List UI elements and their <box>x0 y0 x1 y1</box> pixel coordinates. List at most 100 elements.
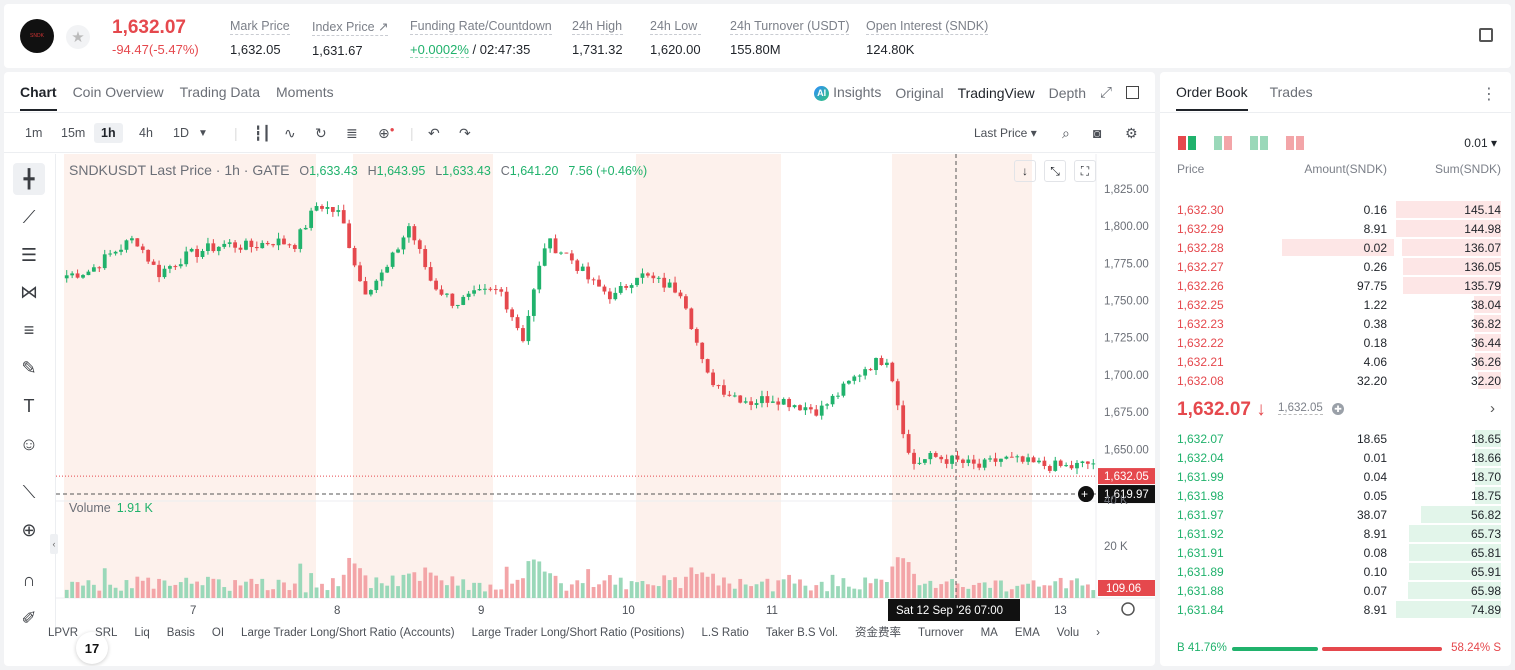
pencil-icon[interactable]: ✐ <box>21 607 37 628</box>
favorite-star-icon[interactable]: ★ <box>66 25 90 49</box>
tab-coin-overview[interactable]: Coin Overview <box>72 84 164 100</box>
ask-row[interactable]: 1,632.22 0.18 36.44 <box>1160 333 1511 352</box>
collapse-toolbar-chevron-icon[interactable]: ‹ <box>50 534 58 554</box>
indicator-item[interactable]: Taker B.S Vol. <box>765 627 838 639</box>
bid-row[interactable]: 1,632.04 0.01 18.66 <box>1160 448 1511 467</box>
tab-moments[interactable]: Moments <box>276 84 334 100</box>
timeframe-1h[interactable]: 1h <box>94 123 123 143</box>
bid-row[interactable]: 1,631.97 38.07 56.82 <box>1160 505 1511 524</box>
camera-icon[interactable]: ◙ <box>1093 125 1102 141</box>
ask-row[interactable]: 1,632.21 4.06 36.26 <box>1160 352 1511 371</box>
timeframe-4h[interactable]: 4h <box>139 126 153 140</box>
bid-row[interactable]: 1,631.88 0.07 65.98 <box>1160 581 1511 600</box>
collapse-icon[interactable]: ⤡ <box>1044 160 1066 182</box>
view-asks-icon[interactable] <box>1286 136 1304 150</box>
bid-row[interactable]: 1,631.91 0.08 65.81 <box>1160 543 1511 562</box>
ruler-icon[interactable]: ⟍ <box>22 481 36 502</box>
parallel-lines-icon[interactable]: ☰ <box>20 244 38 265</box>
indicator-item[interactable]: MA <box>980 627 998 639</box>
ask-row[interactable]: 1,632.23 0.38 36.82 <box>1160 314 1511 333</box>
tab-original[interactable]: Original <box>895 84 944 101</box>
tab-chart[interactable]: Chart <box>20 84 57 111</box>
window-icon[interactable] <box>1126 86 1139 99</box>
indicator-item[interactable]: L.S Ratio <box>701 627 749 639</box>
view-bids-icon[interactable] <box>1250 136 1268 150</box>
indicator-item[interactable]: Large Trader Long/Short Ratio (Accounts) <box>241 627 455 639</box>
fibonacci-icon[interactable]: ≡ <box>23 319 35 340</box>
brush-icon[interactable]: ✎ <box>21 357 37 378</box>
expand-icon[interactable]: ⤢ <box>1099 84 1112 101</box>
stat-open-interest[interactable]: Open Interest (SNDK) 124.80K <box>866 19 989 57</box>
order-price: 1,632.30 <box>1177 203 1224 217</box>
candle-type-icon[interactable]: ┇┃ <box>254 125 271 141</box>
timeframe-1d[interactable]: 1D <box>173 126 189 140</box>
timeframe-15m[interactable]: 15m <box>61 126 86 140</box>
settings-list-icon[interactable]: ≣ <box>346 125 358 141</box>
ask-row[interactable]: 1,632.25 1.22 38.04 <box>1160 295 1511 314</box>
gear-icon[interactable]: ⚙ <box>1125 125 1138 141</box>
undo-icon[interactable]: ↶ <box>428 125 440 141</box>
fullscreen-icon[interactable]: ⛶ <box>1074 160 1096 182</box>
bid-row[interactable]: 1,632.07 18.65 18.65 <box>1160 429 1511 448</box>
indicator-item[interactable]: Large Trader Long/Short Ratio (Positions… <box>471 627 685 639</box>
indicator-item[interactable]: LPVR <box>48 627 79 639</box>
text-tool-icon[interactable]: T <box>23 395 35 416</box>
volume-bar <box>961 587 965 598</box>
indicator-item[interactable]: Basis <box>166 627 195 639</box>
tab-insights[interactable]: AI Insights <box>814 84 881 101</box>
ask-row[interactable]: 1,632.28 0.02 136.07 <box>1160 238 1511 257</box>
chevron-right-icon[interactable]: › <box>1490 400 1495 417</box>
bid-row[interactable]: 1,631.98 0.05 18.75 <box>1160 486 1511 505</box>
price-chart[interactable]: 1,825.00 1,800.00 1,775.00 1,750.00 1,725.00… <box>56 154 1155 664</box>
indicator-item[interactable]: Volu <box>1056 627 1080 639</box>
ask-row[interactable]: 1,632.26 97.75 135.79 <box>1160 276 1511 295</box>
timeframe-1m[interactable]: 1m <box>25 126 43 140</box>
stat-mark-price[interactable]: Mark Price 1,632.05 <box>230 19 290 57</box>
view-both-icon[interactable] <box>1178 136 1196 150</box>
tab-order-book[interactable]: Order Book <box>1176 84 1248 111</box>
chevron-right-icon[interactable]: › <box>1096 627 1100 639</box>
ask-row[interactable]: 1,632.29 8.91 144.98 <box>1160 219 1511 238</box>
more-menu-icon[interactable]: ⋮ <box>1481 86 1497 103</box>
pattern-icon[interactable]: ⋈ <box>20 281 38 302</box>
arrow-down-icon[interactable]: ↓ <box>1014 160 1036 182</box>
bid-row[interactable]: 1,631.89 0.10 65.91 <box>1160 562 1511 581</box>
add-indicator-icon[interactable]: ⊕● <box>378 125 395 141</box>
magnet-icon[interactable]: ∩ <box>22 569 36 590</box>
price-type-select[interactable]: Last Price ▾ <box>974 126 1037 140</box>
indicator-item[interactable]: Liq <box>134 627 150 639</box>
indicator-item[interactable]: SRL <box>95 627 118 639</box>
ask-row[interactable]: 1,632.08 32.20 32.20 <box>1160 371 1511 390</box>
bid-row[interactable]: 1,631.84 8.91 74.89 <box>1160 600 1511 619</box>
bid-row[interactable]: 1,631.92 8.91 65.73 <box>1160 524 1511 543</box>
ask-row[interactable]: 1,632.30 0.16 145.14 <box>1160 200 1511 219</box>
tradingview-logo[interactable]: 17 <box>76 632 108 664</box>
tab-depth[interactable]: Depth <box>1048 84 1086 101</box>
volume-bar <box>282 582 286 598</box>
indicator-item[interactable]: 资金费率 <box>854 627 901 639</box>
stat-funding-rate[interactable]: Funding Rate/Countdown +0.0002% / 02:47:3… <box>410 19 552 58</box>
tab-tradingview[interactable]: TradingView <box>957 84 1035 101</box>
crosshair-icon[interactable]: ╋ <box>13 163 45 195</box>
bid-row[interactable]: 1,631.99 0.04 18.70 <box>1160 467 1511 486</box>
indicators-icon[interactable]: ∿ <box>284 125 296 141</box>
indicator-item[interactable]: OI <box>211 627 225 639</box>
tick-size-select[interactable]: 0.01 ▾ <box>1464 136 1497 150</box>
tab-trades[interactable]: Trades <box>1269 84 1313 100</box>
tab-trading-data[interactable]: Trading Data <box>179 84 261 100</box>
zoom-in-icon[interactable]: ⊕ <box>21 519 37 540</box>
stat-index-price[interactable]: Index Price ↗ 1,631.67 <box>312 19 389 58</box>
view-split-icon[interactable] <box>1214 136 1232 150</box>
indicator-item[interactable]: EMA <box>1014 627 1040 639</box>
book-icon[interactable] <box>1479 28 1493 42</box>
search-icon[interactable]: ⌕ <box>1062 125 1070 141</box>
divider <box>4 112 1155 113</box>
indicator-item[interactable]: Turnover <box>917 627 964 639</box>
emoji-icon[interactable]: ☺ <box>19 433 39 454</box>
candlestick-chart[interactable]: 1,825.00 1,800.00 1,775.00 1,750.00 1,725.00… <box>56 154 1155 628</box>
redo-icon[interactable]: ↷ <box>459 125 471 141</box>
ask-row[interactable]: 1,632.27 0.26 136.05 <box>1160 257 1511 276</box>
chevron-down-icon[interactable]: ▼ <box>198 128 208 139</box>
trendline-icon[interactable]: ⟋ <box>22 206 36 227</box>
refresh-icon[interactable]: ↻ <box>315 125 327 141</box>
